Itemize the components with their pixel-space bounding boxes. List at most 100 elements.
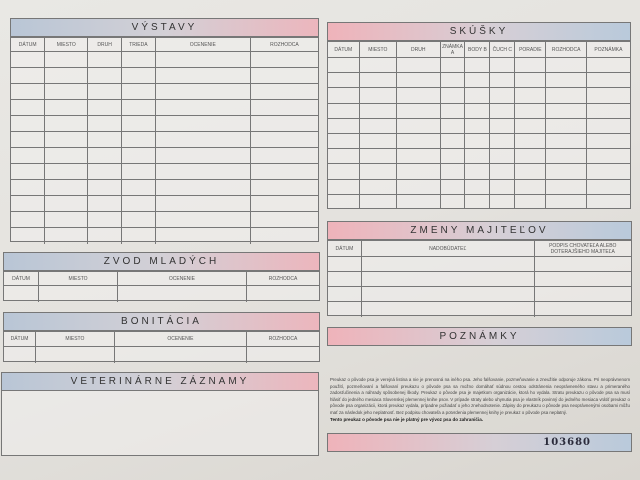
table-cell[interactable]	[514, 102, 547, 119]
table-cell[interactable]	[44, 147, 89, 164]
table-cell[interactable]	[249, 195, 318, 212]
table-cell[interactable]	[154, 51, 251, 68]
table-cell[interactable]	[514, 117, 547, 134]
table-cell[interactable]	[44, 83, 89, 100]
table-cell[interactable]	[464, 132, 491, 150]
table-cell[interactable]	[11, 115, 46, 132]
table-cell[interactable]	[121, 131, 156, 148]
table-cell[interactable]	[87, 147, 122, 164]
table-cell[interactable]	[121, 51, 156, 68]
table-cell[interactable]	[489, 163, 516, 180]
table-cell[interactable]	[154, 211, 251, 228]
table-cell[interactable]	[489, 87, 516, 104]
table-cell[interactable]	[249, 211, 318, 228]
table-cell[interactable]	[545, 132, 587, 150]
table-cell[interactable]	[533, 301, 631, 317]
table-cell[interactable]	[358, 163, 397, 180]
table-cell[interactable]	[154, 67, 251, 84]
table-cell[interactable]	[328, 193, 360, 210]
table-cell[interactable]	[87, 67, 122, 84]
table-cell[interactable]	[395, 72, 441, 89]
table-cell[interactable]	[249, 51, 318, 68]
table-cell[interactable]	[514, 178, 547, 195]
table-cell[interactable]	[395, 163, 441, 180]
table-cell[interactable]	[44, 227, 89, 244]
table-cell[interactable]	[11, 83, 46, 100]
table-cell[interactable]	[11, 163, 46, 180]
table-cell[interactable]	[154, 115, 251, 132]
table-cell[interactable]	[249, 227, 318, 244]
table-cell[interactable]	[87, 179, 122, 196]
table-cell[interactable]	[395, 102, 441, 119]
table-cell[interactable]	[585, 163, 630, 180]
table-cell[interactable]	[249, 115, 318, 132]
table-cell[interactable]	[121, 67, 156, 84]
table-cell[interactable]	[87, 115, 122, 132]
table-cell[interactable]	[4, 346, 36, 363]
table-cell[interactable]	[395, 193, 441, 210]
table-cell[interactable]	[439, 102, 466, 119]
table-cell[interactable]	[439, 56, 466, 74]
table-cell[interactable]	[489, 72, 516, 89]
table-cell[interactable]	[514, 56, 547, 74]
table-cell[interactable]	[87, 211, 122, 228]
table-cell[interactable]	[328, 301, 362, 317]
table-cell[interactable]	[358, 132, 397, 150]
table-cell[interactable]	[121, 115, 156, 132]
table-cell[interactable]	[395, 178, 441, 195]
table-cell[interactable]	[439, 163, 466, 180]
table-cell[interactable]	[358, 72, 397, 89]
table-cell[interactable]	[328, 132, 360, 150]
table-cell[interactable]	[121, 99, 156, 116]
table-cell[interactable]	[116, 285, 248, 302]
table-cell[interactable]	[249, 163, 318, 180]
table-cell[interactable]	[358, 56, 397, 74]
table-cell[interactable]	[395, 148, 441, 165]
table-cell[interactable]	[514, 72, 547, 89]
table-cell[interactable]	[246, 285, 319, 302]
table-cell[interactable]	[154, 99, 251, 116]
table-cell[interactable]	[358, 87, 397, 104]
table-cell[interactable]	[11, 51, 46, 68]
table-cell[interactable]	[154, 147, 251, 164]
table-cell[interactable]	[545, 163, 587, 180]
table-cell[interactable]	[464, 87, 491, 104]
table-cell[interactable]	[464, 193, 491, 210]
table-cell[interactable]	[11, 211, 46, 228]
table-cell[interactable]	[489, 148, 516, 165]
table-cell[interactable]	[154, 179, 251, 196]
table-cell[interactable]	[360, 301, 535, 317]
table-cell[interactable]	[121, 227, 156, 244]
table-cell[interactable]	[585, 56, 630, 74]
table-cell[interactable]	[87, 83, 122, 100]
table-cell[interactable]	[249, 179, 318, 196]
table-cell[interactable]	[489, 117, 516, 134]
table-cell[interactable]	[545, 102, 587, 119]
table-cell[interactable]	[533, 256, 631, 272]
table-cell[interactable]	[328, 72, 360, 89]
table-cell[interactable]	[328, 87, 360, 104]
table-cell[interactable]	[464, 72, 491, 89]
table-cell[interactable]	[439, 193, 466, 210]
table-cell[interactable]	[249, 67, 318, 84]
table-cell[interactable]	[11, 179, 46, 196]
table-cell[interactable]	[328, 148, 360, 165]
table-cell[interactable]	[44, 67, 89, 84]
table-cell[interactable]	[121, 195, 156, 212]
table-cell[interactable]	[328, 286, 362, 302]
table-cell[interactable]	[545, 178, 587, 195]
table-cell[interactable]	[545, 87, 587, 104]
table-cell[interactable]	[11, 227, 46, 244]
table-cell[interactable]	[360, 286, 535, 302]
table-cell[interactable]	[121, 163, 156, 180]
table-cell[interactable]	[358, 102, 397, 119]
table-cell[interactable]	[44, 211, 89, 228]
table-cell[interactable]	[439, 148, 466, 165]
table-cell[interactable]	[11, 67, 46, 84]
table-cell[interactable]	[328, 271, 362, 287]
table-cell[interactable]	[489, 102, 516, 119]
table-cell[interactable]	[249, 99, 318, 116]
table-cell[interactable]	[328, 178, 360, 195]
table-cell[interactable]	[439, 87, 466, 104]
table-cell[interactable]	[249, 147, 318, 164]
